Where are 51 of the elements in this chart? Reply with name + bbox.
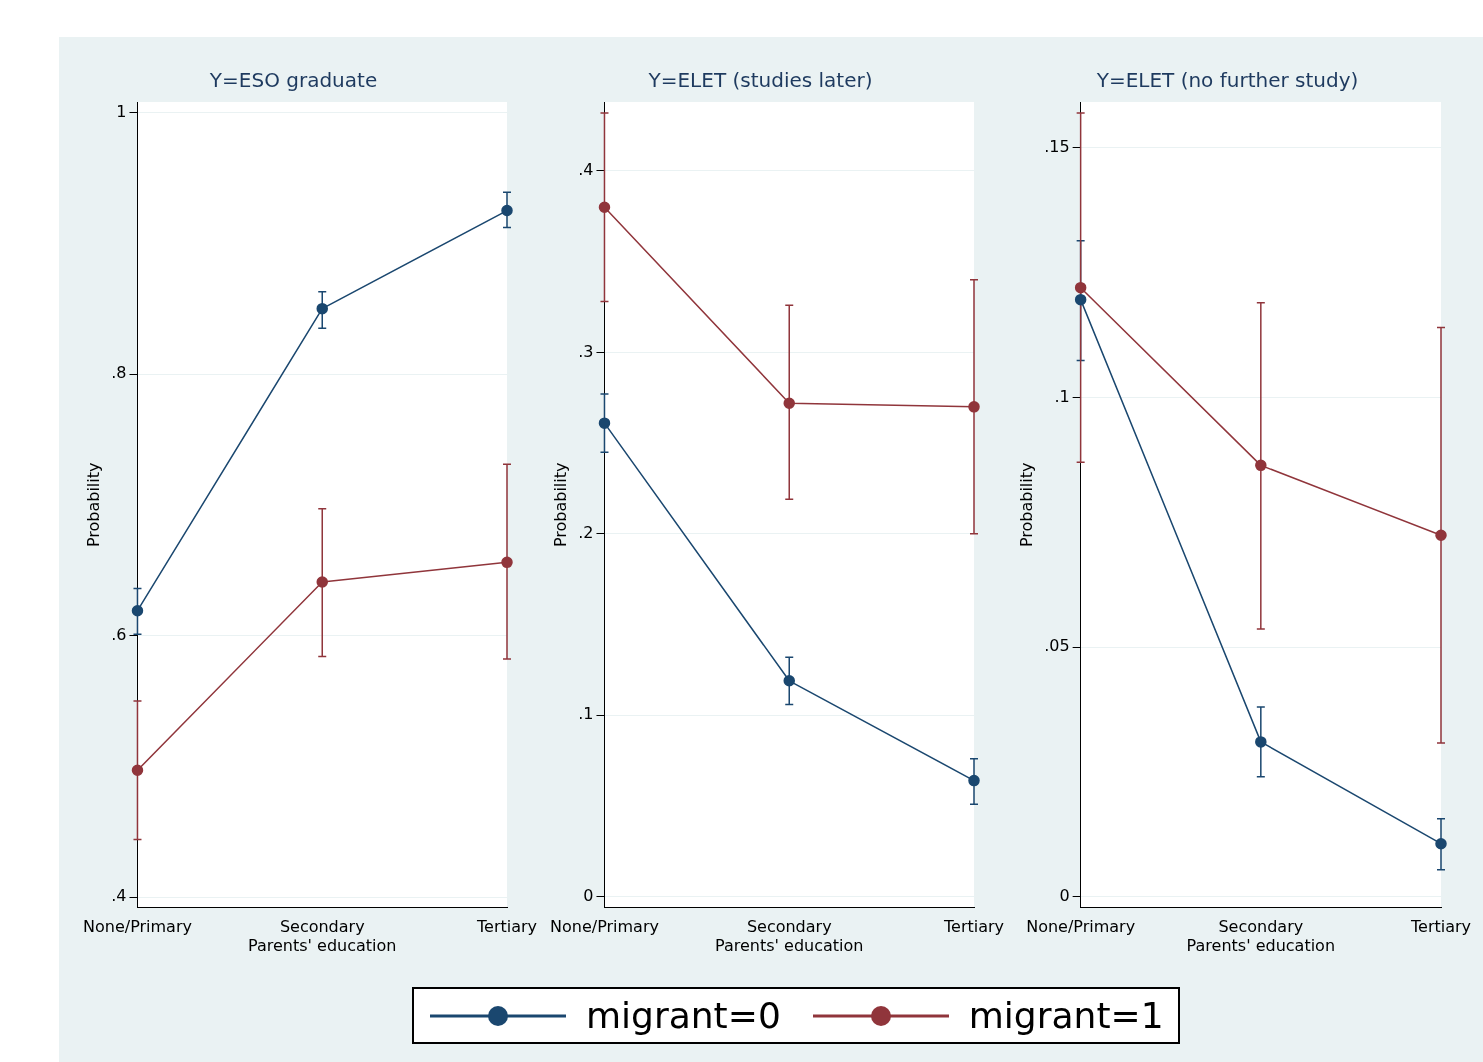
y-tick-label: .6	[111, 624, 127, 644]
y-tick-label: .2	[578, 522, 594, 542]
point	[968, 774, 980, 787]
y-tick-label: .4	[111, 886, 127, 906]
y-tick-label: .3	[578, 341, 594, 361]
point	[1435, 529, 1447, 541]
y-axis-title: Probability	[550, 462, 570, 548]
point	[131, 604, 144, 617]
point	[1074, 281, 1087, 294]
x-tick-label: None/Primary	[83, 917, 192, 937]
point	[131, 764, 144, 777]
legend-label: migrant=1	[968, 995, 1164, 1036]
point	[598, 201, 611, 213]
point	[316, 302, 328, 315]
x-tick-label: Secondary	[1218, 917, 1304, 937]
x-tick-label: None/Primary	[1026, 917, 1136, 937]
chart-title: Y=ESO graduate	[208, 68, 378, 93]
x-axis-title: Parents' education	[248, 935, 397, 955]
point	[501, 556, 513, 569]
y-tick-label: .1	[578, 704, 594, 724]
y-tick-label: .05	[1044, 636, 1070, 656]
x-axis-title: Parents' education	[1186, 935, 1336, 955]
legend-label: migrant=0	[586, 995, 781, 1036]
x-tick-label: Tertiary	[942, 917, 1005, 937]
x-tick-label: Secondary	[279, 917, 365, 937]
y-tick-label: .4	[578, 160, 594, 180]
x-tick-label: None/Primary	[550, 917, 659, 937]
point	[501, 204, 513, 217]
y-tick-label: .8	[111, 363, 127, 383]
point	[1255, 459, 1267, 472]
point	[1435, 837, 1447, 850]
point	[598, 417, 611, 429]
y-tick-label: .15	[1044, 137, 1070, 157]
y-axis-title: Probability	[83, 462, 103, 548]
y-axis-title: Probability	[1016, 462, 1036, 548]
y-tick-label: 1	[116, 101, 127, 121]
y-tick-label: .1	[1054, 386, 1070, 406]
point	[316, 576, 328, 588]
point	[968, 401, 980, 413]
x-tick-label: Secondary	[746, 917, 832, 937]
point	[1074, 293, 1087, 306]
point	[783, 675, 795, 687]
point	[783, 397, 795, 409]
y-tick-label: 0	[583, 885, 594, 905]
x-axis-title: Parents' education	[715, 935, 864, 955]
chart-title: Y=ELET (no further study)	[1095, 68, 1359, 93]
y-tick-label: 0	[1059, 885, 1070, 905]
x-tick-label: Tertiary	[475, 917, 538, 937]
chart-title: Y=ELET (studies later)	[647, 68, 873, 93]
point	[1255, 736, 1267, 748]
x-tick-label: Tertiary	[1409, 917, 1472, 937]
